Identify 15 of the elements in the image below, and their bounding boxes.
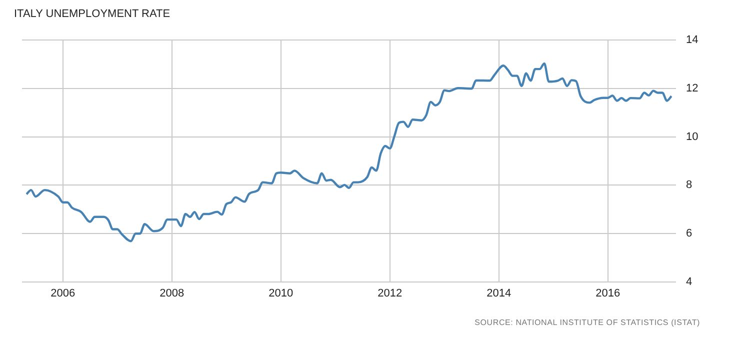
x-tick-label: 2014 [486,288,512,300]
y-tick-label: 8 [686,179,692,192]
y-tick-label: 4 [686,276,692,288]
x-tick-label: 2012 [378,288,402,300]
x-tick-label: 2006 [50,288,76,300]
x-tick-label: 2010 [268,288,294,300]
line-series [25,62,673,242]
x-tick-label: 2008 [160,288,184,300]
source-note: SOURCE: NATIONAL INSTITUTE OF STATISTICS (ISTAT) [474,318,700,327]
y-tick-label: 6 [686,228,692,240]
chart-title: ITALY UNEMPLOYMENT RATE [14,8,170,20]
y-tick-label: 12 [686,82,698,94]
x-tick-label: 2016 [596,288,620,300]
y-tick-label: 10 [686,130,698,143]
y-tick-label: 14 [686,34,698,46]
